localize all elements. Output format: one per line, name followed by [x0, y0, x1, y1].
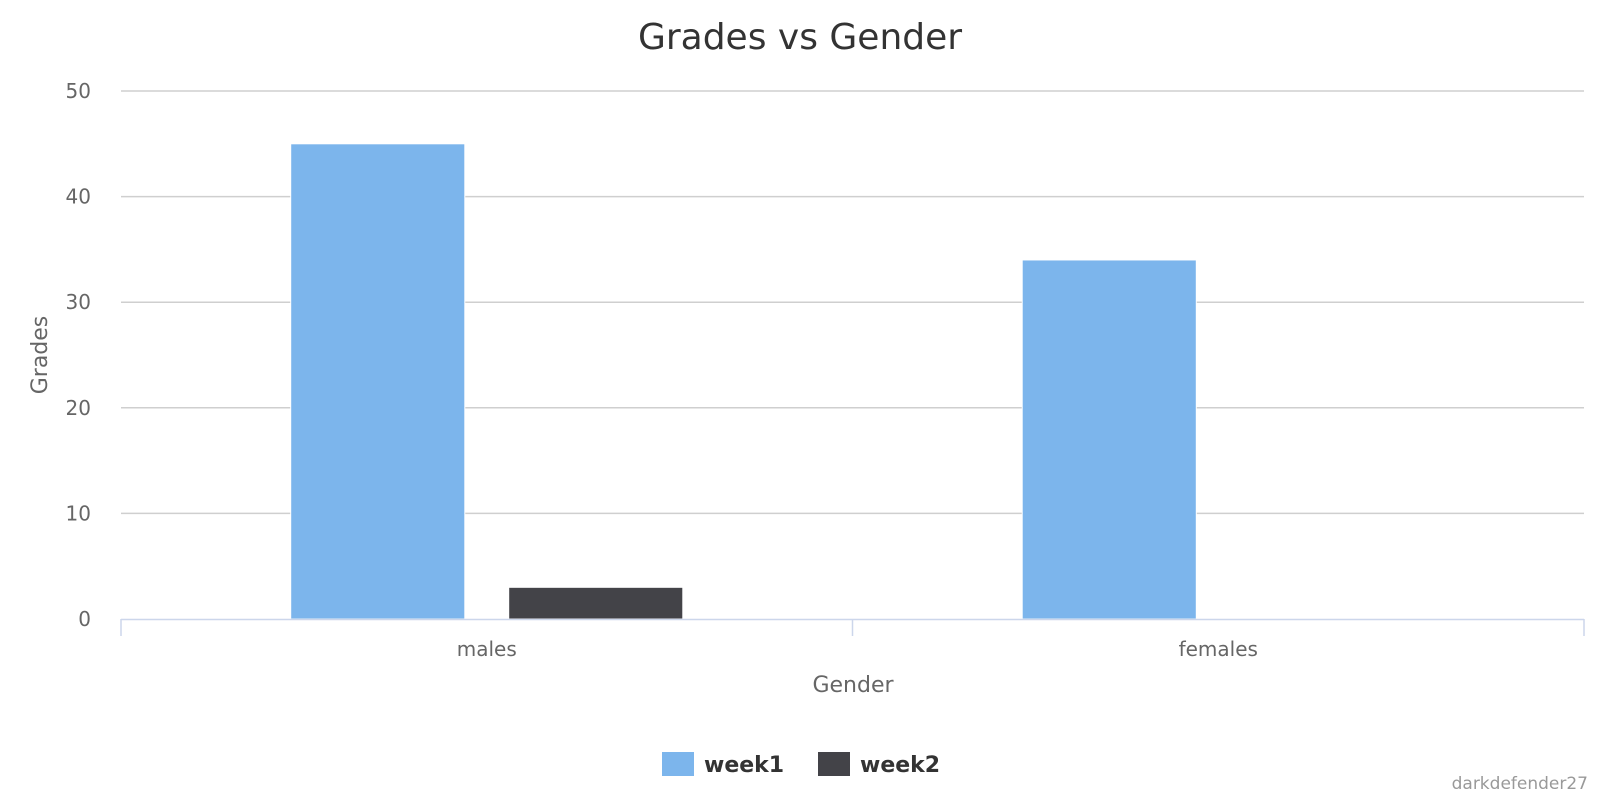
legend-label: week2 [860, 753, 940, 778]
x-tick-label: females [1179, 637, 1258, 661]
y-tick-label: 10 [66, 501, 91, 525]
bar-week1-females[interactable] [1021, 259, 1197, 620]
bars [290, 143, 1197, 620]
bar-week2-males[interactable] [508, 586, 684, 620]
bar-week1-males[interactable] [290, 143, 466, 620]
credit-text[interactable]: darkdefender27 [1452, 774, 1588, 794]
y-tick-label: 50 [66, 79, 91, 103]
y-tick-label: 30 [66, 290, 91, 314]
legend-item-week2[interactable]: week2 [818, 752, 940, 778]
y-tick-label: 0 [78, 607, 91, 631]
legend-swatch [818, 752, 850, 776]
y-tick-label: 20 [66, 396, 91, 420]
legend-label: week1 [704, 753, 784, 778]
x-tick-label: males [457, 637, 517, 661]
legend-item-week1[interactable]: week1 [662, 752, 784, 778]
legend: week1 week2 [662, 752, 940, 778]
x-axis: males females [120, 618, 1585, 661]
chart-title: Grades vs Gender [638, 17, 962, 58]
y-axis-title: Grades [28, 316, 53, 395]
y-axis-ticks: 0 10 20 30 40 50 [66, 79, 91, 631]
y-tick-label: 40 [66, 185, 91, 209]
legend-swatch [662, 752, 694, 776]
x-axis-title: Gender [812, 673, 894, 698]
